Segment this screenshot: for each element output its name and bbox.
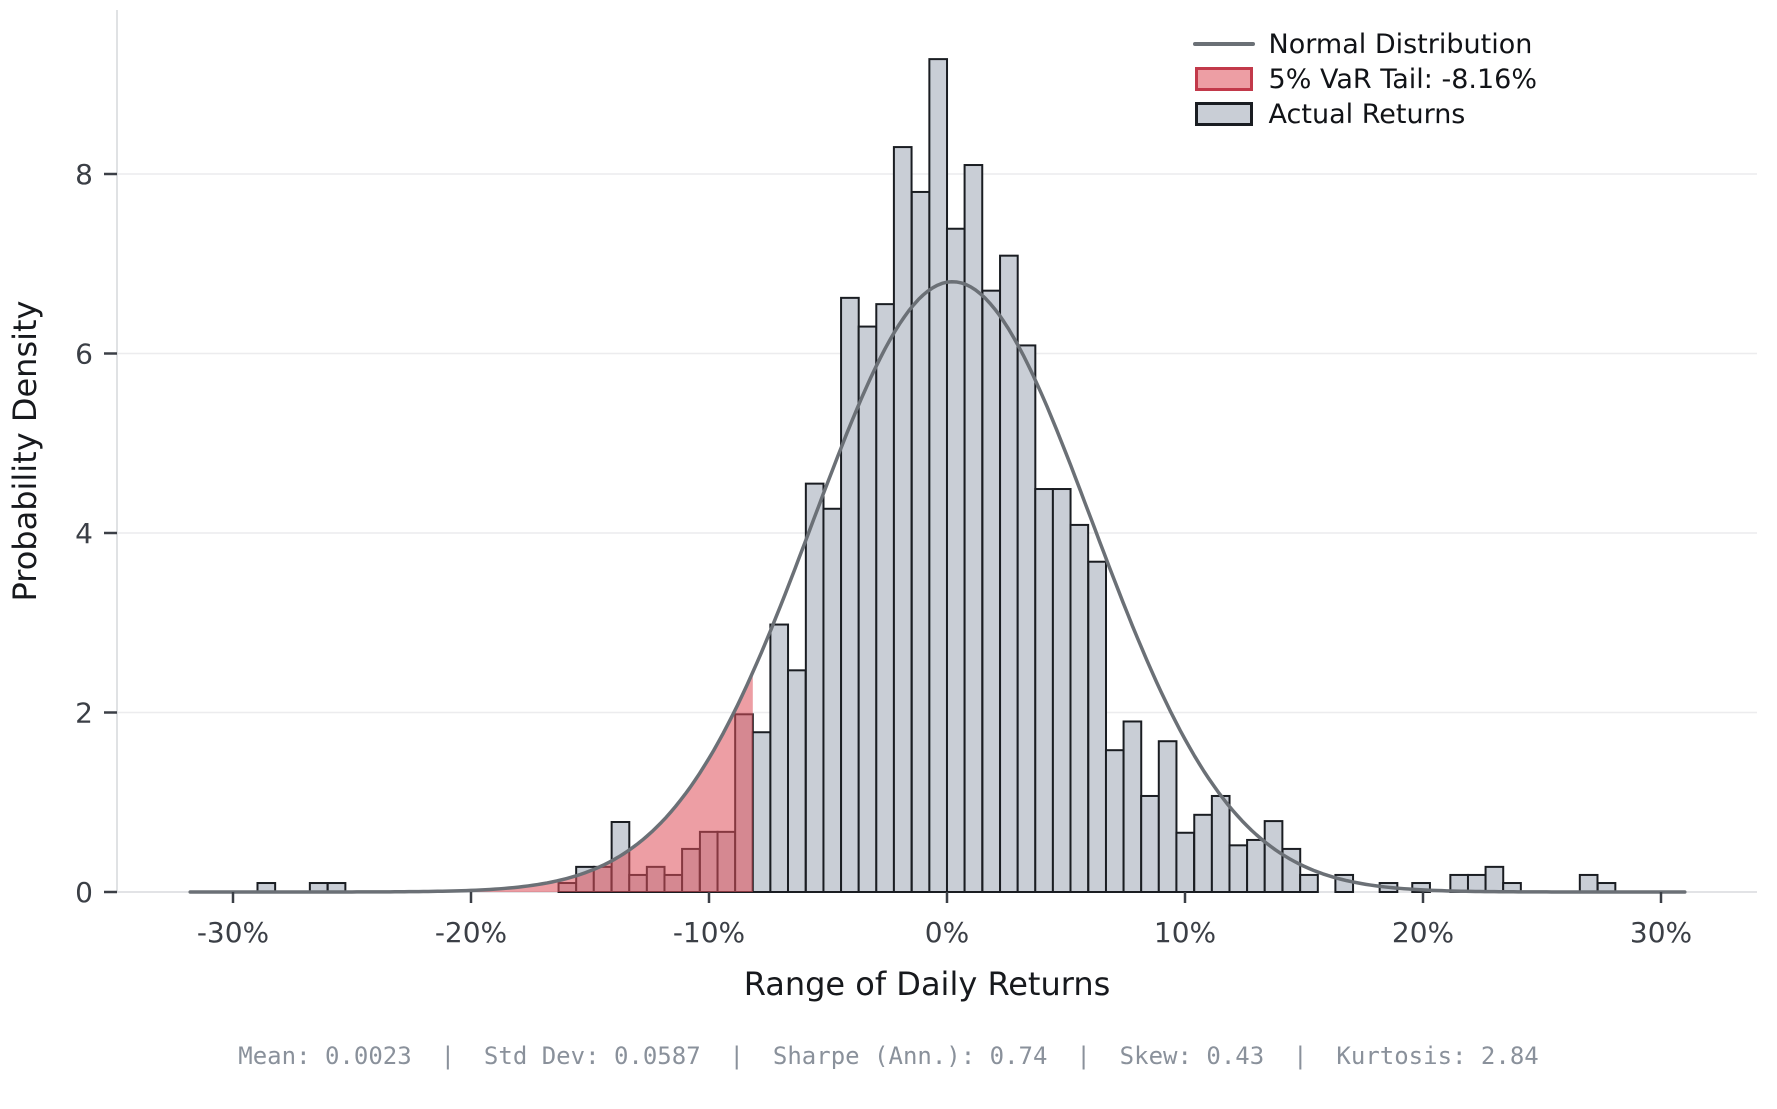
histogram-bar xyxy=(1228,844,1249,894)
histogram-bar xyxy=(963,164,984,893)
histogram-bar xyxy=(892,146,913,893)
summary-stats-footer: Mean: 0.0023 | Std Dev: 0.0587 | Sharpe … xyxy=(238,1042,1539,1070)
legend-label: Normal Distribution xyxy=(1268,28,1533,60)
x-tick-label: -30% xyxy=(197,916,269,949)
histogram-bar xyxy=(1051,488,1072,893)
histogram-bar xyxy=(751,731,772,893)
histogram-bar xyxy=(769,623,790,893)
histogram-bar xyxy=(857,325,878,893)
histogram-bar xyxy=(1299,873,1319,894)
histogram-bar xyxy=(1175,831,1196,894)
histogram-bar xyxy=(945,227,966,893)
x-axis-title: Range of Daily Returns xyxy=(744,965,1111,1003)
histogram-bar xyxy=(822,507,843,893)
histogram-bar xyxy=(1034,488,1054,893)
histogram-bar xyxy=(1193,813,1213,893)
histogram-bar xyxy=(1263,820,1284,893)
histogram-bar xyxy=(804,482,825,893)
y-tick-label: 8 xyxy=(75,158,93,191)
histogram-bar xyxy=(786,669,807,893)
y-tick-label: 0 xyxy=(75,876,93,909)
y-tick-label: 2 xyxy=(75,697,93,730)
legend-item-normal-distribution: Normal Distribution xyxy=(1192,28,1537,60)
x-tick-label: 0% xyxy=(925,916,969,949)
histogram-bar xyxy=(1157,740,1178,893)
x-tick-label: -10% xyxy=(673,916,745,949)
histogram-bar xyxy=(1210,794,1231,894)
x-tick-label: 20% xyxy=(1392,916,1454,949)
normal-distribution-line-swatch xyxy=(1192,31,1255,57)
histogram-bar xyxy=(1466,873,1487,894)
normal-distribution-curve xyxy=(188,279,1687,894)
histogram-bar xyxy=(1484,865,1505,893)
x-tick-label: -20% xyxy=(435,916,507,949)
histogram-bar xyxy=(840,296,860,894)
y-axis-title: Probability Density xyxy=(6,301,44,602)
x-tick-label: 30% xyxy=(1630,916,1692,949)
legend-label: Actual Returns xyxy=(1268,98,1466,130)
histogram-bar xyxy=(928,58,949,894)
histogram-bar xyxy=(1140,794,1160,894)
histogram-bar xyxy=(1016,344,1037,893)
histogram-bar xyxy=(1104,749,1125,893)
legend-item-var-tail: 5% VaR Tail: -8.16% xyxy=(1193,63,1537,95)
var-tail-fill xyxy=(190,672,753,892)
histogram-bar xyxy=(999,254,1019,894)
histogram-bar xyxy=(981,289,1002,893)
legend-item-actual-returns: Actual Returns xyxy=(1193,98,1537,130)
histogram-bar xyxy=(1578,873,1599,894)
histogram-bar xyxy=(1087,560,1108,893)
y-tick-label: 4 xyxy=(75,517,93,550)
actual-returns-patch-swatch xyxy=(1193,101,1255,127)
histogram-bar xyxy=(875,303,895,893)
histogram-bar xyxy=(1281,847,1302,893)
var-tail-patch-swatch xyxy=(1193,66,1255,92)
histogram-bar xyxy=(1069,523,1090,893)
histogram-bar xyxy=(1122,720,1143,893)
chart-legend: Normal Distribution 5% VaR Tail: -8.16% … xyxy=(1192,28,1537,130)
histogram-bar xyxy=(1246,838,1266,894)
histogram-bar xyxy=(1411,882,1431,894)
x-tick-label: 10% xyxy=(1154,916,1216,949)
legend-label: 5% VaR Tail: -8.16% xyxy=(1268,63,1537,95)
y-tick-label: 6 xyxy=(75,338,93,371)
